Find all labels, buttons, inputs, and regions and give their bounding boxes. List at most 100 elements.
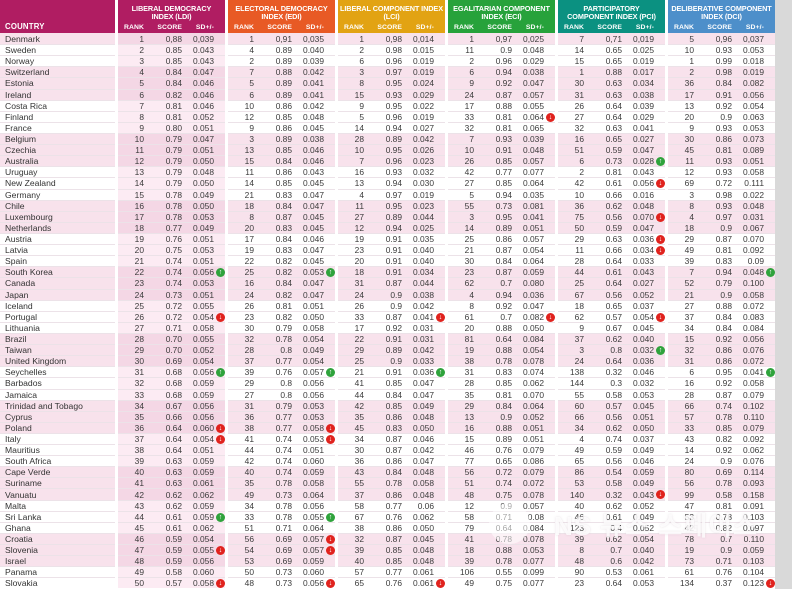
dci-rank: 36 xyxy=(684,78,694,89)
lci-rank: 12 xyxy=(354,222,364,233)
dci-rank: 39 xyxy=(684,256,694,267)
ldi-score: 0.72 xyxy=(165,311,182,322)
country-cell: Ireland xyxy=(0,88,115,100)
edi-cell: 32 0.78 0.054 xyxy=(228,332,335,345)
lci-rank: 15 xyxy=(354,89,364,100)
ldi-rank: 6 xyxy=(139,89,144,100)
dci-sd: 0.056 xyxy=(743,334,764,344)
pci-rank: 2 xyxy=(579,167,584,178)
lci-rank: 34 xyxy=(354,433,364,444)
lci-cell: 35 0.86 0.048 xyxy=(338,410,445,422)
pci-sd: 0.025 xyxy=(633,45,654,56)
edi-cell: 10 0.86 0.042 xyxy=(228,99,335,111)
pci-rank: 26 xyxy=(574,100,584,111)
edi-score: 0.73 xyxy=(275,489,292,500)
dci-score: 0.86 xyxy=(715,356,732,367)
dci-sd: 0.067 xyxy=(743,222,764,233)
dci-cell: 31 0.86 0.072 xyxy=(668,355,775,367)
trend-down-icon: ↓ xyxy=(656,246,665,256)
pci-sd: 0.043 xyxy=(633,489,654,500)
dci-sd: 0.073 xyxy=(743,134,764,145)
edi-sd: 0.055 xyxy=(303,511,324,522)
ldi-score: 0.74 xyxy=(165,278,182,289)
eci-cell: 23 0.87 0.059 xyxy=(448,266,555,278)
eci-cell: 33 0.81 0.064 ↓ xyxy=(448,110,555,122)
ldi-sd: 0.046 xyxy=(193,78,214,89)
country-cell: Netherlands xyxy=(0,221,115,233)
pci-sd: 0.054 xyxy=(633,533,654,544)
edi-score: 0.89 xyxy=(275,45,292,56)
pci-cell: 123 0.4 0.052 xyxy=(558,521,665,533)
trend-up-icon: ↑ xyxy=(326,368,335,378)
edi-cell: 14 0.85 0.045 xyxy=(228,177,335,189)
lci-rank: 11 xyxy=(355,200,364,211)
dci-rank: 99 xyxy=(684,489,694,500)
dci-score: 0.78 xyxy=(715,478,732,489)
pci-rank: 28 xyxy=(574,256,584,267)
dci-score: 0.7 xyxy=(720,533,732,544)
edi-cell: 16 0.84 0.047 xyxy=(228,277,335,289)
pci-score: 0.56 xyxy=(605,456,622,467)
watermark-logo-icon xyxy=(489,503,530,544)
pci-cell: 55 0.58 0.053 xyxy=(558,388,665,400)
ldi-sd: 0.056 xyxy=(193,400,214,411)
pci-score: 0.64 xyxy=(605,111,622,122)
edi-score: 0.78 xyxy=(275,500,292,511)
eci-cell: 42 0.77 0.077 xyxy=(448,166,555,178)
country-cell: Latvia xyxy=(0,244,115,256)
eci-rank: 20 xyxy=(464,322,474,333)
dci-score: 0.9 xyxy=(720,222,732,233)
lci-score: 0.91 xyxy=(385,256,402,267)
ldi-rank: 46 xyxy=(134,533,144,544)
ldi-cell: 31 0.68 0.056 ↑ xyxy=(118,366,225,378)
lci-rank: 41 xyxy=(354,378,364,389)
ldi-cell: 33 0.68 0.059 xyxy=(118,388,225,400)
eci-sd: 0.057 xyxy=(523,89,544,100)
lci-score: 0.91 xyxy=(385,334,402,344)
lci-sd: 0.023 xyxy=(413,200,434,211)
edi-cell: 37 0.77 0.054 xyxy=(228,355,335,367)
lci-sd: 0,014 xyxy=(413,33,434,44)
dci-rank: 32 xyxy=(684,345,694,356)
pci-rank: 7 xyxy=(579,33,584,44)
edi-score: 0.82 xyxy=(275,289,292,300)
eci-score: 0.7 xyxy=(500,311,512,322)
lci-rank: 30 xyxy=(354,445,364,456)
edi-rank: 6 xyxy=(249,89,254,100)
edi-rank: 53 xyxy=(244,556,254,567)
lci-score: 0.87 xyxy=(385,433,402,444)
edi-sd: 0.041 xyxy=(303,78,324,89)
lci-cell: 31 0.87 0.044 xyxy=(338,277,445,289)
dci-score: 0.74 xyxy=(715,400,732,411)
ldi-sd: 0.056 xyxy=(193,411,214,422)
lci-rank: 42 xyxy=(354,400,364,411)
dci-score: 0.91 xyxy=(715,89,732,100)
lci-rank: 19 xyxy=(354,234,364,245)
eci-sd: 0.070 xyxy=(523,389,544,400)
dci-cell: 37 0.84 0.083 xyxy=(668,310,775,322)
eci-cell: 55 0.73 0.081 xyxy=(448,199,555,211)
edi-cell: 20 0.83 0.045 xyxy=(228,221,335,233)
pci-score: 0.58 xyxy=(605,389,622,400)
edi-rank: 4 xyxy=(249,45,254,56)
eci-sd: 0.054 xyxy=(523,245,544,256)
pci-score: 0.67 xyxy=(605,322,622,333)
eci-sd: 0.078 xyxy=(523,533,544,544)
eci-cell: 4 0.94 0.036 xyxy=(448,288,555,300)
ldi-sd: 0.043 xyxy=(193,45,214,56)
edi-sd: 0,035 xyxy=(303,33,324,44)
lci-cell: 14 0.94 0.027 xyxy=(338,121,445,133)
ldi-rank: 45 xyxy=(134,522,144,533)
eci-cell: 17 0.88 0.055 xyxy=(448,99,555,111)
edi-score: 0.71 xyxy=(275,522,292,533)
lci-score: 0.92 xyxy=(385,322,402,333)
pci-score: 0.65 xyxy=(605,300,622,311)
edi-score: 0.78 xyxy=(275,334,292,344)
country-cell: Trinidad and Tobago xyxy=(0,399,115,411)
edi-score: 0.84 xyxy=(275,234,292,245)
edi-score: 0.85 xyxy=(275,178,292,189)
dci-cell: 39 0.83 0.09 xyxy=(668,255,775,267)
eci-rank: 28 xyxy=(464,378,474,389)
eci-sd: 0.051 xyxy=(523,433,544,444)
ldi-cell: 13 0.79 0.048 xyxy=(118,166,225,178)
